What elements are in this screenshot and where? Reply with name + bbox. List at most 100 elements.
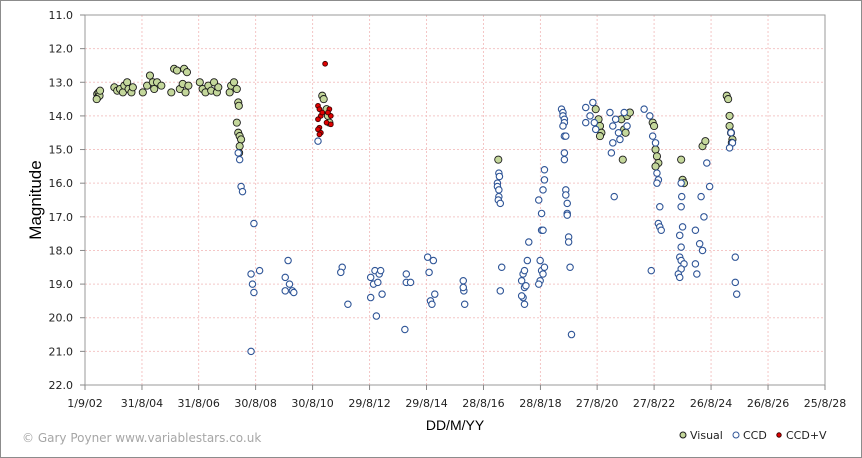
point-ccd xyxy=(732,290,741,298)
point-visual xyxy=(701,137,710,146)
y-tick-label: 15.0 xyxy=(49,144,74,157)
point-visual xyxy=(184,81,193,90)
point-ccd-v xyxy=(316,131,323,138)
point-ccd xyxy=(366,273,375,282)
point-visual xyxy=(123,78,132,87)
point-visual xyxy=(172,66,182,75)
point-visual xyxy=(235,142,244,151)
point-visual xyxy=(92,95,101,104)
point-visual xyxy=(237,135,246,144)
x-tick-label: 27/8/22 xyxy=(633,397,675,410)
x-tick-label: 29/8/12 xyxy=(348,397,390,410)
point-visual xyxy=(182,68,192,77)
point-ccd xyxy=(495,186,503,194)
point-ccd xyxy=(610,192,618,201)
y-tick-label: 11.0 xyxy=(49,9,74,22)
point-ccd xyxy=(537,209,546,218)
point-ccd xyxy=(344,300,352,309)
point-ccd xyxy=(678,223,687,231)
point-ccd xyxy=(496,287,505,295)
point-ccd xyxy=(248,280,257,288)
point-visual xyxy=(232,84,241,94)
point-ccd xyxy=(423,253,432,261)
point-ccd xyxy=(646,112,654,120)
point-visual xyxy=(595,132,605,141)
axes: 11.0 12.0 13.0 14.0 15.0 16.0 17.0 18.0 19.0 20.0… xyxy=(49,9,847,410)
point-ccd xyxy=(540,176,549,184)
point-ccd xyxy=(250,219,258,228)
point-ccd xyxy=(609,122,617,130)
point-ccd xyxy=(281,273,289,282)
point-ccd xyxy=(290,288,298,297)
x-tick-label: 30/8/10 xyxy=(291,397,333,410)
point-ccd xyxy=(731,253,740,261)
point-ccd xyxy=(520,300,529,309)
point-ccd xyxy=(539,226,547,235)
point-ccd xyxy=(406,278,415,287)
x-tick-label: 25/8/28 xyxy=(804,397,846,410)
point-ccd xyxy=(523,256,532,265)
point-ccd xyxy=(402,270,411,278)
point-ccd xyxy=(429,256,438,265)
copyright-text: © Gary Poyner www.variablestars.co.uk xyxy=(22,431,261,445)
y-tick-label: 19.0 xyxy=(49,278,74,291)
point-ccd xyxy=(651,139,660,147)
point-ccd xyxy=(560,155,569,164)
x-tick-label: 31/8/04 xyxy=(121,397,163,410)
point-ccd xyxy=(247,270,255,278)
point-ccd xyxy=(562,132,570,140)
point-ccd xyxy=(616,135,624,144)
point-ccd xyxy=(589,98,597,107)
point-visual xyxy=(650,121,659,131)
data-points xyxy=(92,60,741,356)
x-tick-label: 31/8/06 xyxy=(177,397,219,410)
point-ccd xyxy=(560,149,569,157)
point-ccd xyxy=(337,268,345,277)
point-ccd xyxy=(705,182,714,191)
point-ccd xyxy=(731,278,740,287)
legend-marker-ccd-v xyxy=(776,432,782,438)
point-visual xyxy=(232,118,241,127)
y-tick-label: 14.0 xyxy=(49,110,74,123)
point-ccd xyxy=(235,155,244,164)
x-tick-label: 27/8/20 xyxy=(576,397,618,410)
point-ccd xyxy=(372,312,381,320)
point-ccd xyxy=(539,186,547,194)
point-visual xyxy=(494,155,503,164)
point-ccd xyxy=(540,165,549,174)
point-visual xyxy=(209,78,219,87)
point-ccd xyxy=(567,330,576,339)
point-ccd xyxy=(581,118,590,127)
point-ccd xyxy=(497,263,506,272)
point-visual xyxy=(214,83,223,92)
point-ccd xyxy=(700,213,708,221)
point-ccd xyxy=(653,179,661,187)
point-visual xyxy=(621,128,630,137)
point-ccd xyxy=(586,112,594,120)
y-tick-label: 16.0 xyxy=(49,177,74,190)
y-tick-label: 22.0 xyxy=(49,379,74,392)
point-ccd xyxy=(623,122,631,130)
point-ccd xyxy=(590,118,599,127)
point-ccd xyxy=(495,172,504,181)
point-ccd xyxy=(534,196,543,204)
point-ccd xyxy=(609,139,617,147)
point-ccd xyxy=(247,347,255,356)
y-tick-label: 17.0 xyxy=(49,211,74,224)
point-ccd xyxy=(677,202,685,211)
point-ccd xyxy=(459,283,468,292)
point-ccd xyxy=(520,266,529,275)
point-ccd xyxy=(611,115,620,124)
point-visual xyxy=(181,88,190,97)
x-tick-label: 26/8/24 xyxy=(690,397,732,410)
point-visual xyxy=(128,83,137,92)
point-ccd xyxy=(255,266,264,275)
point-ccd xyxy=(534,280,543,288)
point-ccd xyxy=(285,280,294,288)
point-ccd xyxy=(648,132,657,140)
point-ccd xyxy=(727,128,735,137)
point-ccd xyxy=(695,239,704,248)
point-visual xyxy=(138,88,147,97)
point-visual xyxy=(167,88,176,97)
point-visual xyxy=(618,155,627,164)
